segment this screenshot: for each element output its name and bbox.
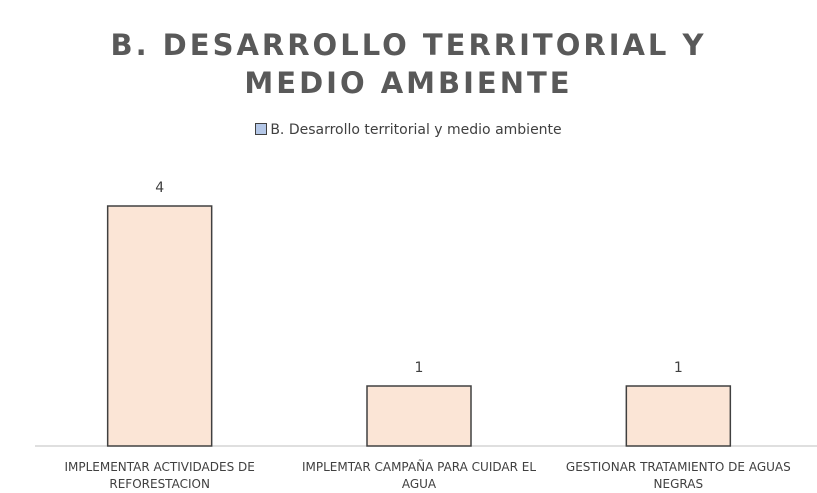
legend-label: B. Desarrollo territorial y medio ambien… [270, 122, 562, 138]
bar [366, 385, 472, 447]
x-tick-label: IMPLEMENTAR ACTIVIDADES DE REFORESTACION [64, 460, 255, 491]
chart-title: B. DESARROLLO TERRITORIAL Y MEDIO AMBIEN… [110, 28, 707, 100]
x-tick-label: IMPLEMTAR CAMPAÑA PARA CUIDAR EL AGUA [301, 460, 537, 491]
legend: B. Desarrollo territorial y medio ambien… [0, 122, 817, 138]
bar [625, 385, 732, 447]
data-label: 4 [155, 180, 164, 196]
x-tick-label: GESTIONAR TRATAMIENTO DE AGUAS NEGRAS [565, 460, 791, 491]
bar [106, 205, 213, 447]
legend-swatch [255, 123, 268, 135]
data-label: 1 [674, 360, 683, 376]
data-label: 1 [415, 360, 424, 376]
